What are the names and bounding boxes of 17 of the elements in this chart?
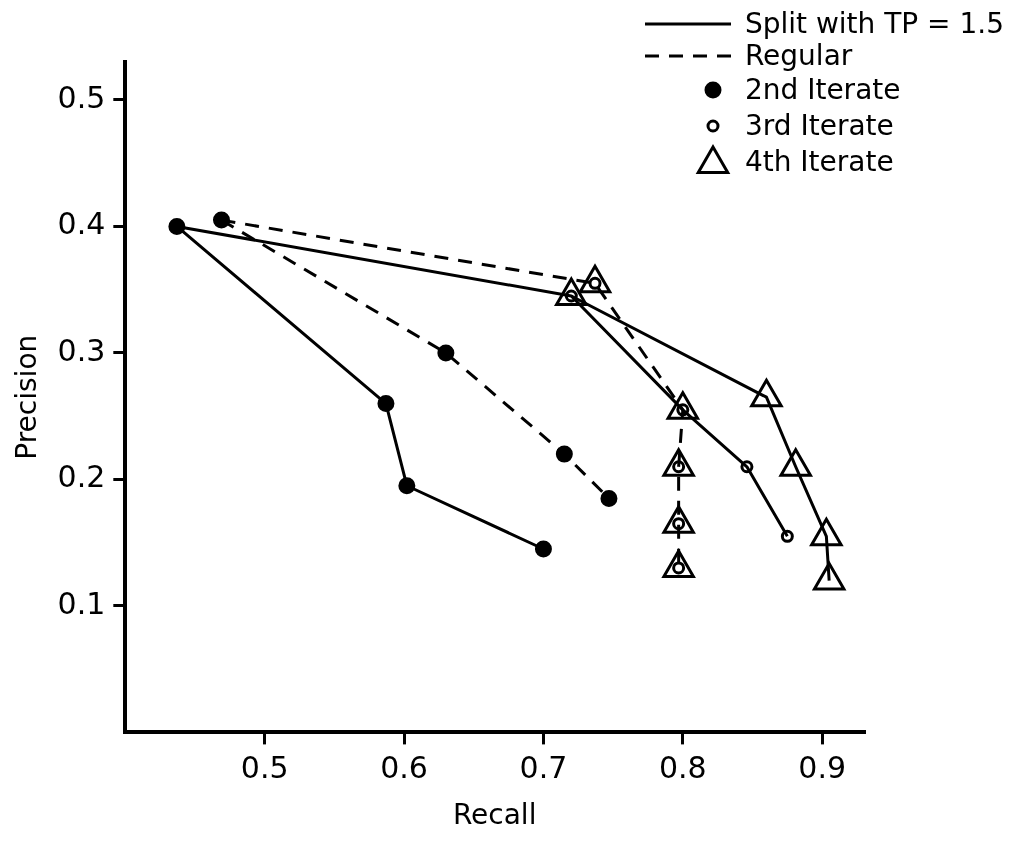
y-axis-title: Precision [10,334,44,460]
x-axis-title: Recall [452,798,537,832]
legend-label: 3rd Iterate [744,109,894,142]
y-tick-label: 0.3 [57,332,106,368]
y-tick-label: 0.1 [57,585,106,621]
x-tick-label: 0.7 [519,750,568,786]
x-tick-label: 0.9 [798,750,847,786]
y-tick-label: 0.4 [57,206,106,242]
legend-label: 4th Iterate [744,145,894,178]
y-tick-label: 0.2 [57,459,106,495]
x-tick-label: 0.8 [658,750,707,786]
y-tick-label: 0.5 [57,79,106,115]
legend-label: Regular [744,39,853,72]
x-tick-label: 0.6 [380,750,428,786]
legend-label: 2nd Iterate [744,73,901,106]
x-tick-label: 0.5 [240,750,289,786]
legend-label: Split with TP = 1.5 [744,7,1004,40]
